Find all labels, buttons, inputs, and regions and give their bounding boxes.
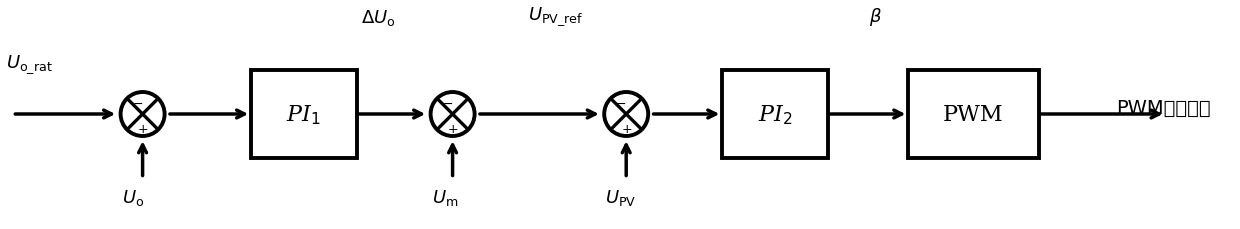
Text: $U_{\mathrm{o\_rat}}$: $U_{\mathrm{o\_rat}}$ [6, 53, 53, 75]
Text: $-$: $-$ [441, 97, 453, 110]
Text: PI$_2$: PI$_2$ [758, 103, 792, 126]
Text: $-$: $-$ [615, 97, 626, 110]
Text: $U_{\mathrm{PV}}$: $U_{\mathrm{PV}}$ [605, 187, 636, 207]
Text: $+$: $+$ [136, 122, 149, 135]
Text: $+$: $+$ [446, 122, 459, 135]
Text: PI$_1$: PI$_1$ [286, 103, 321, 126]
FancyBboxPatch shape [250, 71, 357, 158]
Text: $U_{\mathrm{PV\_ref}}$: $U_{\mathrm{PV\_ref}}$ [528, 5, 583, 27]
FancyBboxPatch shape [908, 71, 1039, 158]
Text: $\Delta U_{\mathrm{o}}$: $\Delta U_{\mathrm{o}}$ [361, 8, 396, 27]
Text: PWM: PWM [944, 104, 1003, 125]
Text: $-$: $-$ [131, 97, 143, 110]
Text: $\beta$: $\beta$ [869, 5, 882, 27]
Text: $U_{\mathrm{o}}$: $U_{\mathrm{o}}$ [122, 187, 144, 207]
Text: $+$: $+$ [620, 122, 632, 135]
Text: PWM控制信号: PWM控制信号 [1116, 98, 1210, 117]
Text: $U_{\mathrm{m}}$: $U_{\mathrm{m}}$ [432, 187, 458, 207]
FancyBboxPatch shape [722, 71, 828, 158]
